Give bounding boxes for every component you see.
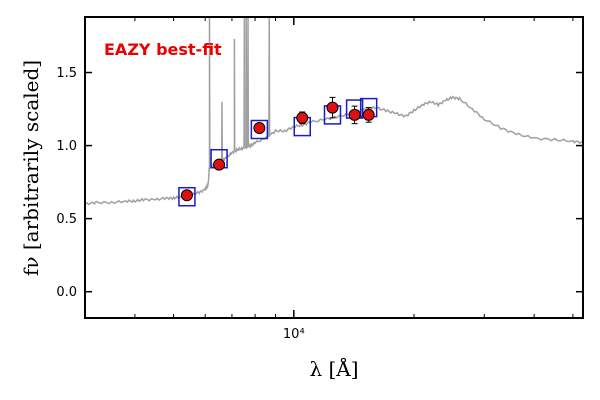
observed-point	[296, 111, 309, 124]
y-tick-label: 0.5	[56, 212, 77, 227]
annotation-label: EAZY best-fit	[104, 40, 222, 59]
observed-point	[326, 101, 339, 114]
observed-point	[348, 108, 361, 121]
model-photometry	[178, 97, 378, 207]
x-axis-label: λ [Å]	[309, 356, 358, 381]
axes: 0.0 0.5 1.0 1.5 10⁴	[56, 16, 584, 342]
observed-point	[362, 108, 375, 121]
y-tick-label: 1.5	[56, 66, 77, 81]
y-tick-label: 1.0	[56, 139, 77, 154]
plot-frame	[84, 16, 584, 319]
observed-point	[180, 189, 193, 202]
observed-point	[253, 122, 266, 135]
y-axis-label: fν [arbitrarily scaled]	[19, 60, 43, 276]
y-axis-label-text: fν [arbitrarily scaled]	[19, 60, 43, 276]
x-tick-label: 10⁴	[283, 327, 305, 342]
observed-photometry	[180, 96, 375, 202]
model-photometry-square	[250, 119, 269, 140]
x-axis-label-text: λ [Å]	[309, 356, 358, 381]
y-tick-label: 0.0	[56, 285, 77, 300]
observed-point	[213, 158, 226, 171]
model-photometry-square	[178, 186, 196, 207]
